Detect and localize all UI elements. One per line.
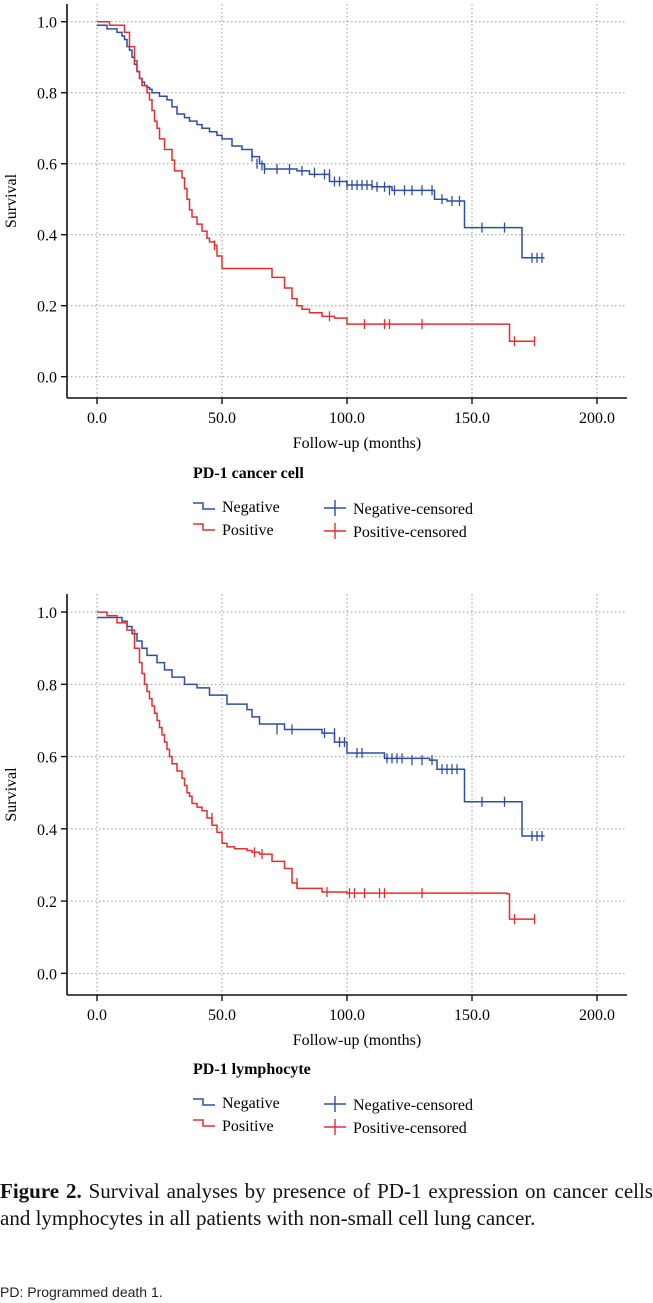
x-tick-label: 150.0 <box>454 1007 490 1024</box>
y-tick-label: 0.6 <box>37 750 57 767</box>
x-tick-label: 200.0 <box>579 1007 615 1024</box>
y-tick-label: 0.4 <box>37 228 57 245</box>
footnote: PD: Programmed death 1. <box>0 1284 163 1300</box>
y-tick-label: 0.2 <box>37 894 57 911</box>
legend-swatch-positive-censored <box>324 523 346 539</box>
y-tick-label: 0.8 <box>37 677 57 694</box>
legend-label-positive-censored: Positive-censored <box>353 1120 467 1137</box>
legend-swatch-positive <box>193 1119 215 1127</box>
series-line-positive <box>97 611 535 920</box>
y-tick-label: 0.8 <box>37 86 57 103</box>
y-axis-title: Survival <box>3 767 20 822</box>
legend-label-negative-censored: Negative-censored <box>353 1097 473 1114</box>
legend-title: PD-1 lymphocyte <box>193 1061 311 1078</box>
y-tick-label: 0.2 <box>37 299 57 316</box>
legend-swatch-negative <box>193 1098 215 1106</box>
x-tick-label: 200.0 <box>579 410 615 427</box>
figure-label: Figure 2. <box>0 1179 82 1203</box>
x-tick-label: 0.0 <box>87 1007 107 1024</box>
km-chart-lymphocyte: 0.0 0.2 0.4 0.6 0.8 1.0 0.0 50.0 100.0 150.0 200.0… <box>3 594 627 1137</box>
legend-label-positive-censored: Positive-censored <box>353 524 467 541</box>
legend-label-positive: Positive <box>222 522 274 539</box>
legend-title: PD-1 cancer cell <box>193 465 304 482</box>
x-tick-label: 100.0 <box>329 410 365 427</box>
y-tick-label: 1.0 <box>37 605 57 622</box>
legend-label-negative-censored: Negative-censored <box>353 501 473 518</box>
figure-caption: Figure 2. Survival analyses by presence … <box>0 1178 653 1232</box>
km-chart-cancer-cell: 0.0 0.2 0.4 0.6 0.8 1.0 0.0 50.0 100.0 150.0 200.0… <box>3 4 627 541</box>
figure-caption-text: Survival analyses by presence of PD-1 ex… <box>0 1179 653 1230</box>
legend-swatch-negative-censored <box>324 1096 346 1112</box>
y-tick-label: 0.4 <box>37 822 57 839</box>
legend-swatch-negative-censored <box>324 500 346 516</box>
x-tick-label: 100.0 <box>329 1007 365 1024</box>
x-axis-title: Follow-up (months) <box>293 1032 421 1049</box>
y-tick-label: 0.0 <box>37 966 57 983</box>
legend-swatch-positive-censored <box>324 1119 346 1135</box>
x-tick-label: 50.0 <box>208 1007 236 1024</box>
x-tick-label: 50.0 <box>208 410 236 427</box>
legend-swatch-positive <box>193 523 215 531</box>
legend-label-negative: Negative <box>222 499 280 516</box>
x-axis-title: Follow-up (months) <box>293 435 421 452</box>
series-line-negative <box>97 616 545 837</box>
x-tick-label: 150.0 <box>454 410 490 427</box>
y-tick-label: 0.0 <box>37 370 57 387</box>
y-tick-label: 0.6 <box>37 157 57 174</box>
legend-label-positive: Positive <box>222 1118 274 1135</box>
y-tick-label: 1.0 <box>37 15 57 32</box>
x-tick-label: 0.0 <box>87 410 107 427</box>
y-axis-title: Survival <box>3 173 20 228</box>
legend-swatch-negative <box>193 502 215 510</box>
series-line-positive <box>97 20 535 342</box>
legend-label-negative: Negative <box>222 1095 280 1112</box>
